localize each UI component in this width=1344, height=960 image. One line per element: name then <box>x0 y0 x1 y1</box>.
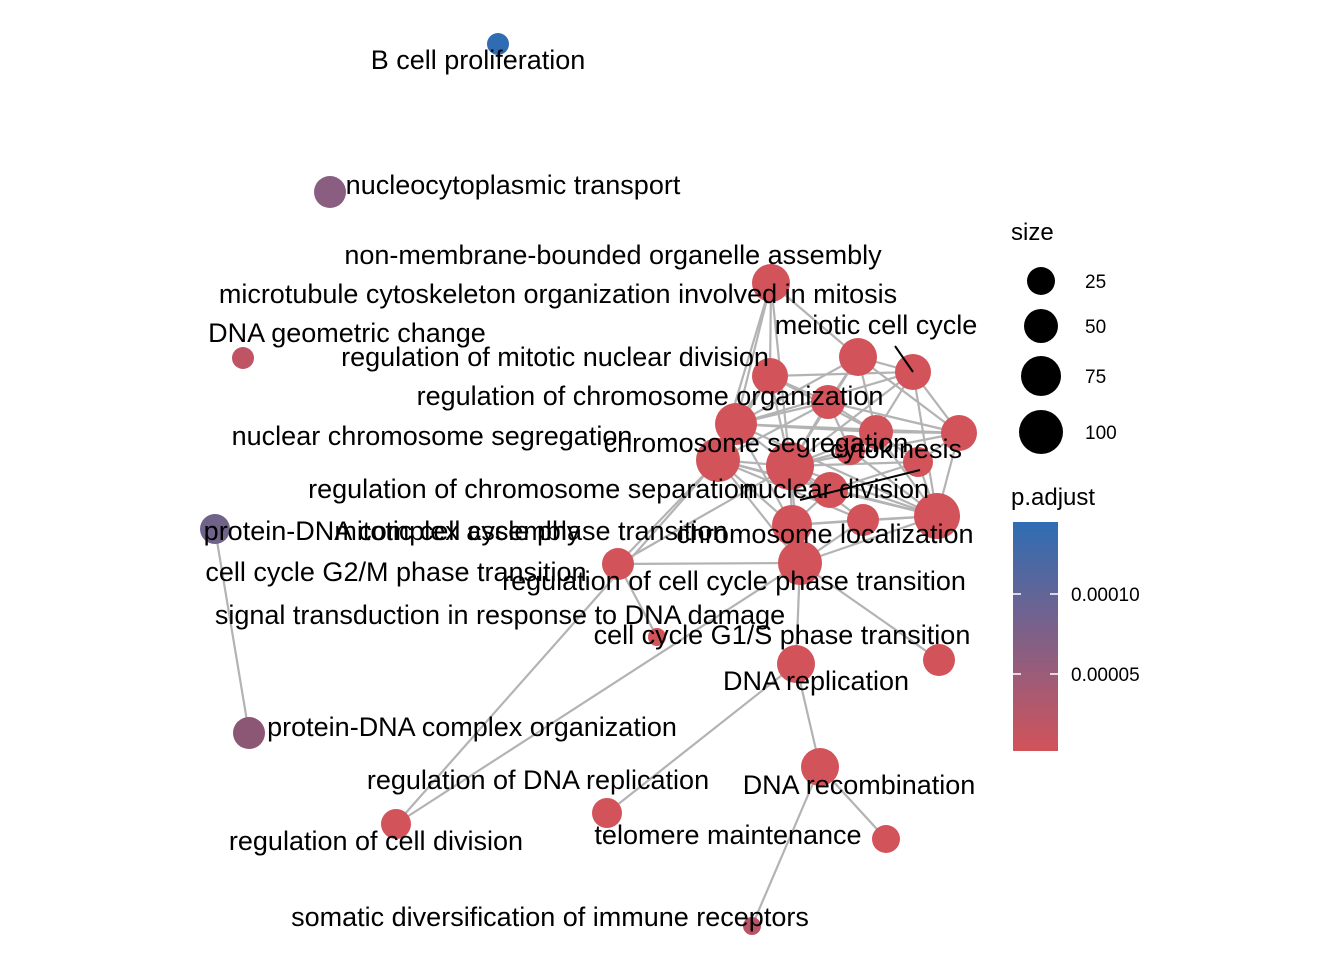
node-label-telomere: telomere maintenance <box>594 820 861 850</box>
node-label-chromseg: chromosome segregation <box>604 428 909 458</box>
node-label-sigdna: signal transduction in response to DNA d… <box>215 600 785 630</box>
node-chromloc <box>847 504 879 536</box>
node-label-nucchromseg: nuclear chromosome segregation <box>232 421 633 451</box>
node-label-dnarec: DNA recombination <box>743 770 976 800</box>
node-chromseg <box>766 442 814 490</box>
node-label-regccpt: regulation of cell cycle phase transitio… <box>502 566 966 596</box>
node-nucleo <box>314 176 346 208</box>
node-label-g2m: cell cycle G2/M phase transition <box>205 557 586 587</box>
node-label-regdnarep: regulation of DNA replication <box>367 765 709 795</box>
size-legend-label: 50 <box>1085 317 1106 338</box>
size-legend-keys: 25 50 75 100 <box>1019 267 1117 454</box>
size-legend-label: 25 <box>1085 272 1106 293</box>
network-edge <box>395 562 801 825</box>
node-g1s <box>923 644 955 676</box>
network-edge <box>606 663 797 814</box>
size-legend-label: 75 <box>1085 367 1106 388</box>
label-pointer-cytokinesis <box>799 469 921 501</box>
node-cytokinesis <box>903 447 933 477</box>
node-label-g1s: cell cycle G1/S phase transition <box>594 620 971 650</box>
node-microtub <box>839 338 877 376</box>
node-protdnaorg <box>233 717 265 749</box>
network-edge <box>395 459 719 825</box>
network-nodes <box>200 33 977 935</box>
node-label-mitphase: mitotic cell cycle phase transition <box>334 516 727 546</box>
node-label-chromloc: chromosome localization <box>676 519 973 549</box>
size-legend-circle <box>1027 267 1055 295</box>
node-label-nucleo: nucleocytoplasmic transport <box>346 170 681 200</box>
network-edge <box>799 514 938 565</box>
network-edge <box>857 356 960 434</box>
network-edge <box>735 422 938 518</box>
node-regcelldiv <box>381 809 411 839</box>
node-somatic <box>743 917 761 935</box>
node-hub1 <box>859 415 893 449</box>
node-nucdiv <box>914 493 960 539</box>
node-label-regmitnuc: regulation of mitotic nuclear division <box>341 342 769 372</box>
size-legend-circle <box>1024 309 1058 343</box>
node-regchromsep <box>835 435 865 465</box>
network-edge <box>617 561 801 566</box>
network-edge <box>734 282 773 425</box>
node-label-dnageo: DNA geometric change <box>208 318 486 348</box>
node-bcell <box>487 33 509 55</box>
color-tick-label: 0.00005 <box>1071 665 1140 686</box>
network-edge <box>617 459 719 565</box>
network-edge <box>789 431 960 468</box>
node-protdnaasm <box>200 514 230 544</box>
node-label-cytokinesis: cytokinesis <box>830 434 962 464</box>
node-label-microtub: microtubule cytoskeleton organization in… <box>219 279 897 309</box>
node-label-protdnaasm: protein-DNA complex assembly <box>204 516 581 546</box>
node-hub2 <box>941 415 977 451</box>
network-edge <box>769 370 914 378</box>
node-sigdna <box>648 628 666 646</box>
network-edge <box>750 766 822 927</box>
network-edge <box>799 562 940 661</box>
legend: size 25 50 75 100 p.adjust 0.00010 0.00005 <box>1011 219 1140 751</box>
node-label-regchromorg: regulation of chromosome organization <box>417 381 884 411</box>
color-tick-label: 0.00010 <box>1071 585 1140 606</box>
node-regccpt <box>778 541 822 585</box>
size-legend-title: size <box>1011 219 1054 246</box>
node-telomere <box>872 825 900 853</box>
node-dnarep <box>777 645 815 683</box>
node-label-protdnaorg: protein-DNA complex organization <box>267 712 677 742</box>
node-label-regchromsep: regulation of chromosome separation <box>308 474 754 504</box>
network-edge <box>789 464 938 518</box>
network-edge <box>911 371 939 517</box>
node-label-dnarep: DNA replication <box>723 666 909 696</box>
label-pointer-meiotic <box>894 345 914 373</box>
network-edge <box>717 458 864 522</box>
node-nucchromseg <box>715 403 757 445</box>
node-hub4 <box>812 472 848 508</box>
network-labels: B cell proliferation nucleocytoplasmic tr… <box>204 45 978 932</box>
node-label-nucdiv: nuclear division <box>743 474 929 504</box>
node-label-bcell: B cell proliferation <box>371 45 586 75</box>
label-pointers <box>799 345 921 501</box>
size-legend-circle <box>1021 356 1061 396</box>
node-regchromorg <box>811 385 845 419</box>
node-label-somatic: somatic diversification of immune recept… <box>291 902 809 932</box>
node-regdnarep <box>592 798 622 828</box>
node-g2m <box>602 548 634 580</box>
node-label-meiotic: meiotic cell cycle <box>775 310 978 340</box>
size-legend-label: 100 <box>1085 423 1117 444</box>
size-legend-circle <box>1019 410 1063 454</box>
node-hub3 <box>772 505 812 545</box>
network-edge <box>827 400 960 435</box>
network-edge <box>770 282 859 358</box>
color-legend-title: p.adjust <box>1011 484 1095 511</box>
node-label-regcelldiv: regulation of cell division <box>229 826 523 856</box>
color-legend-bar <box>1013 522 1058 751</box>
node-mitphase <box>696 438 740 482</box>
network-edge <box>617 465 791 565</box>
node-label-nonmem: non-membrane-bounded organelle assembly <box>344 240 882 270</box>
node-nonmem <box>752 264 790 302</box>
network-edge <box>213 528 251 734</box>
node-regmitnuc <box>752 358 788 394</box>
node-dnageo <box>232 347 254 369</box>
node-dnarec <box>801 748 839 786</box>
